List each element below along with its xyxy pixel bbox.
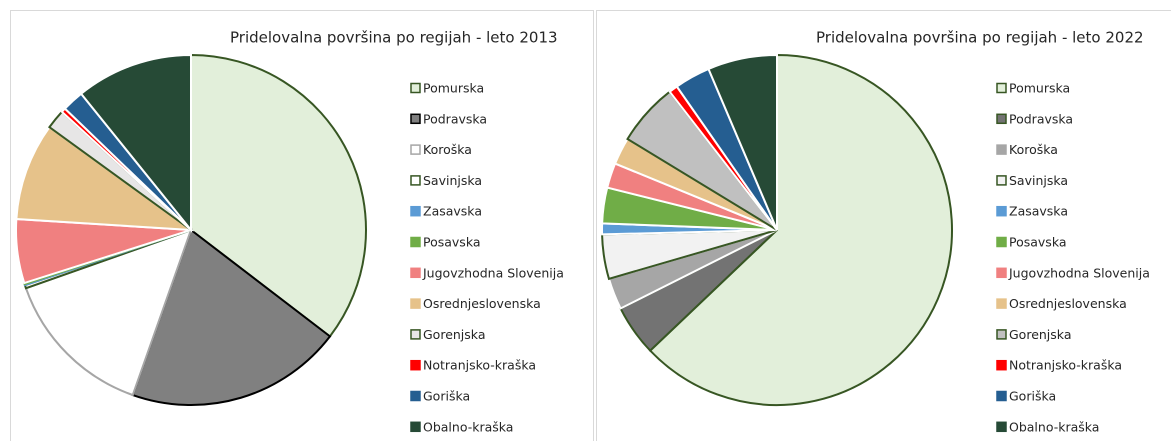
legend-marker: [410, 82, 421, 94]
legend-marker: [410, 236, 421, 248]
legend-marker: [996, 359, 1007, 371]
legend-marker: [410, 205, 421, 217]
legend-label: Posavska: [1009, 235, 1067, 250]
legend-label: Gorenjska: [423, 327, 485, 342]
legend-marker: [996, 421, 1007, 433]
legend-label: Goriška: [1009, 389, 1056, 404]
legend-label: Posavska: [423, 235, 481, 250]
legend-label: Podravska: [423, 111, 487, 126]
legend-label: Pomurska: [423, 81, 484, 96]
legend-label: Koroška: [1009, 142, 1058, 157]
legend-label: Jugovzhodna Slovenija: [422, 265, 564, 280]
legend-marker: [410, 267, 421, 279]
legend-label: Notranjsko-kraška: [423, 358, 536, 373]
legend-marker: [996, 82, 1007, 94]
legend-marker: [996, 236, 1007, 248]
legend-label: Goriška: [423, 389, 470, 404]
legend-label: Savinjska: [423, 173, 482, 188]
legend-label: Obalno-kraška: [423, 419, 513, 434]
legend-label: Gorenjska: [1009, 327, 1071, 342]
chart-panel: Pridelovalna površina po regijah - leto …: [10, 10, 594, 441]
legend-label: Osrednjeslovenska: [1009, 296, 1127, 311]
legend-marker: [996, 175, 1007, 186]
panel-border: [10, 10, 594, 441]
pie-slice: [24, 228, 193, 397]
legend-label: Zasavska: [1009, 204, 1068, 219]
legend-label: Podravska: [1009, 111, 1073, 126]
legend-label: Notranjsko-kraška: [1009, 358, 1122, 373]
legend-label: Pomurska: [1009, 81, 1070, 96]
chart-panel: Pridelovalna površina po regijah - leto …: [596, 10, 1171, 441]
legend-marker: [410, 298, 421, 309]
chart-title: Pridelovalna površina po regijah - leto …: [816, 29, 1144, 47]
legend-marker: [410, 113, 421, 125]
pie-slice: [15, 125, 195, 232]
legend-marker: [410, 390, 421, 402]
legend-label: Obalno-kraška: [1009, 419, 1099, 434]
legend-marker: [996, 329, 1007, 340]
panel-border: [596, 10, 1171, 441]
legend-marker: [410, 175, 421, 186]
legend-label: Savinjska: [1009, 173, 1068, 188]
pie-slice: [648, 53, 953, 406]
legend-marker: [996, 205, 1007, 217]
legend-marker: [996, 113, 1007, 125]
legend-label: Osrednjeslovenska: [423, 296, 541, 311]
pie-slice: [79, 53, 192, 233]
legend-marker: [996, 390, 1007, 402]
pie-slice: [707, 53, 778, 231]
legend-marker: [410, 421, 421, 433]
legend-label: Koroška: [423, 142, 472, 157]
legend-marker: [996, 267, 1007, 279]
legend-marker: [996, 298, 1007, 309]
legend-marker: [410, 359, 421, 371]
legend-label: Jugovzhodna Slovenija: [1008, 265, 1150, 280]
chart-title: Pridelovalna površina po regijah - leto …: [230, 29, 558, 47]
legend-marker: [410, 329, 421, 340]
legend-marker: [996, 144, 1007, 155]
legend-marker: [410, 144, 421, 155]
legend-label: Zasavska: [423, 204, 482, 219]
pie-slice: [190, 53, 367, 338]
pie-slice: [131, 228, 332, 406]
